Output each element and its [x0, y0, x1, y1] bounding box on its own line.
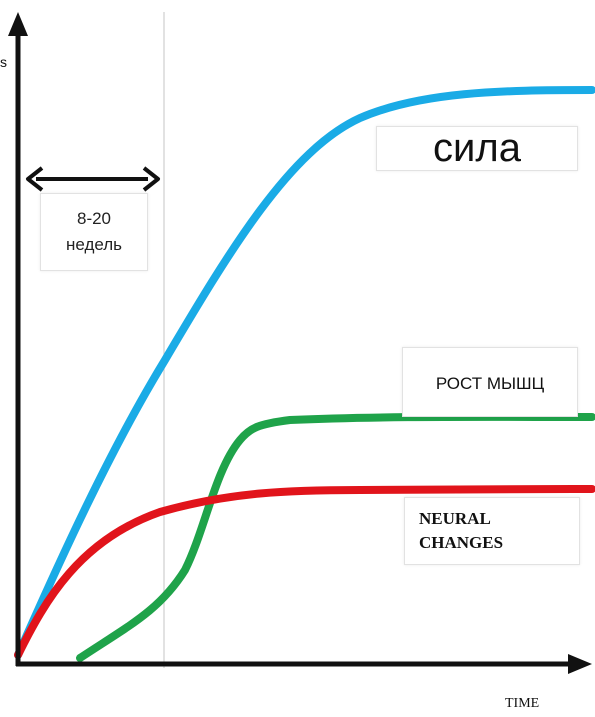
curve-neural-changes — [14, 485, 595, 659]
x-axis-label: TIME — [505, 696, 540, 711]
weeks-arrow-right-head — [142, 166, 160, 192]
muscle-growth-label-box: РОСТ МЫШЦ — [402, 347, 578, 417]
weeks-annotation-box: 8-20 недель — [40, 193, 148, 271]
weeks-arrow-left-head — [26, 166, 44, 192]
neural-changes-label-line1: NEURAL — [419, 509, 491, 528]
y-axis-arrowhead — [8, 12, 28, 36]
muscle-growth-label: РОСТ МЫШЦ — [435, 374, 545, 393]
strength-label-box: сила — [376, 126, 578, 171]
y-axis-label-partial: s — [0, 54, 7, 70]
x-axis-arrowhead — [568, 654, 592, 674]
weeks-annotation-line2: недель — [65, 235, 123, 254]
weeks-annotation-line1: 8-20 — [76, 209, 112, 228]
curve-strength — [14, 86, 595, 659]
strength-label: сила — [433, 126, 521, 170]
neural-changes-label-box: NEURAL CHANGES — [404, 497, 580, 565]
neural-changes-label-line2: CHANGES — [419, 533, 504, 552]
